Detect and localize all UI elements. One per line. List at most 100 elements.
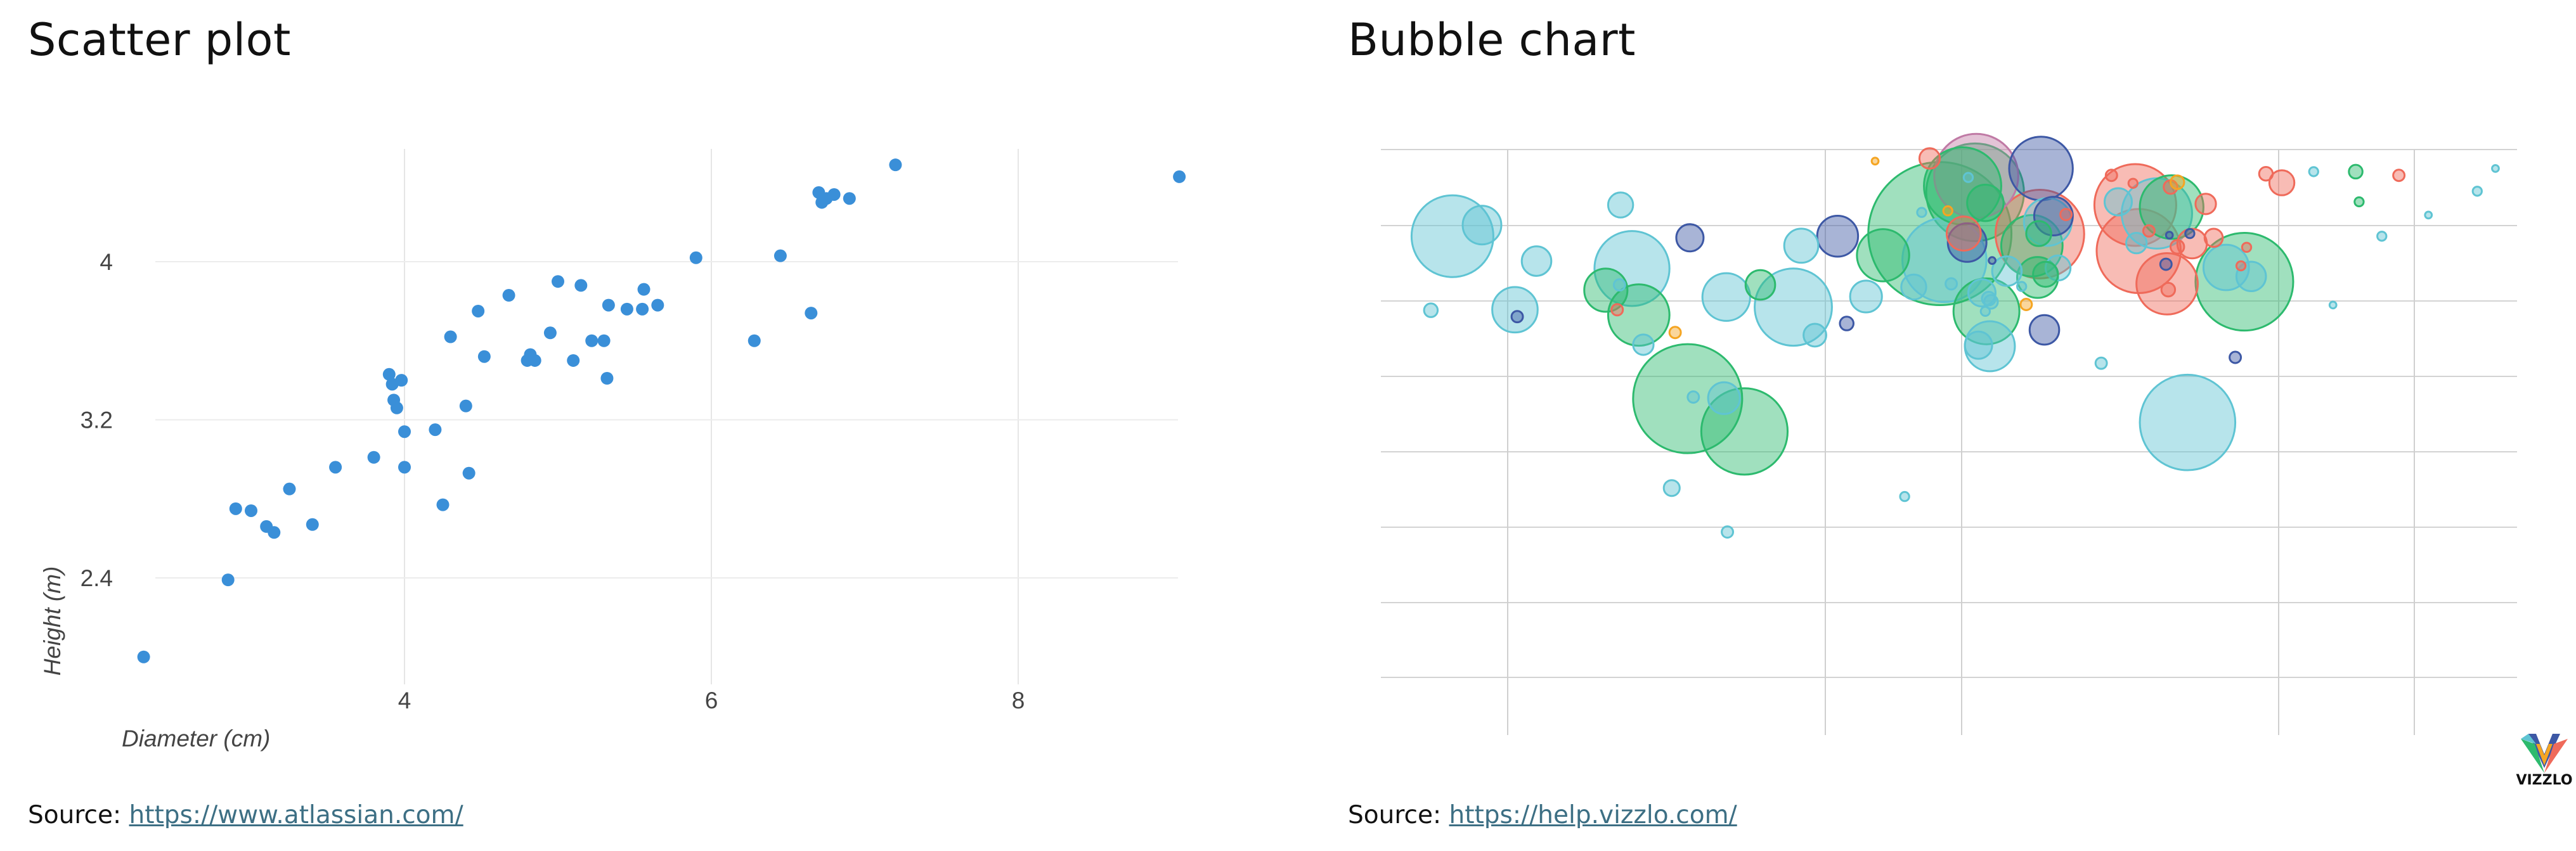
bubble-mark	[2229, 350, 2243, 364]
scatter-point	[689, 251, 702, 264]
scatter-point	[602, 298, 615, 312]
bubble-mark	[1966, 183, 2005, 222]
scatter-point	[528, 354, 541, 367]
bubble-mark	[2094, 356, 2108, 370]
scatter-x-tick-label: 6	[705, 688, 718, 713]
bubble-mark	[1612, 278, 1626, 292]
scatter-point	[748, 334, 761, 347]
bubble-mark	[1410, 194, 1494, 278]
bubble-mark	[1979, 305, 1991, 317]
bubble-mark	[2033, 196, 2074, 237]
vizzlo-source-link[interactable]: https://help.vizzlo.com/	[1449, 801, 1737, 829]
scatter-point	[329, 461, 342, 474]
bubble-mark	[2139, 373, 2237, 471]
scatter-point	[889, 158, 902, 172]
bubble-mark	[2348, 163, 2364, 180]
bubble-chart-title: Bubble chart	[1348, 14, 1636, 66]
scatter-point	[827, 188, 841, 201]
scatter-point	[390, 401, 403, 414]
bubble-mark	[1675, 223, 1705, 253]
bubble-mark	[2202, 243, 2250, 291]
bubble-mark	[2491, 164, 2500, 173]
scatter-point	[398, 425, 411, 438]
bubble-source: Source: https://help.vizzlo.com/	[1348, 801, 1737, 829]
vizzlo-logo: VIZZLO	[2516, 734, 2573, 787]
scatter-point	[843, 192, 856, 205]
bubble-mark	[1945, 215, 1982, 252]
bubble-mark	[2028, 314, 2061, 346]
scatter-x-tick-label: 4	[398, 688, 411, 713]
bubble-mark	[1632, 333, 1655, 356]
bubble-mark	[1721, 525, 1735, 539]
scatter-point	[552, 275, 564, 288]
bubble-mark	[2104, 187, 2133, 217]
scatter-point	[472, 304, 485, 317]
scatter-points	[137, 158, 1186, 663]
scatter-point	[543, 326, 557, 340]
scatter-x-axis-title: Diameter (cm)	[122, 726, 270, 752]
bubble-mark	[2019, 298, 2033, 311]
scatter-y-tick-label: 4	[100, 249, 113, 275]
scatter-point	[620, 302, 633, 316]
bubble-mark	[2142, 224, 2156, 238]
bubble-mark	[1839, 316, 1854, 331]
bubble-mark	[2008, 136, 2074, 202]
bubble-mark	[2184, 227, 2196, 240]
bubble-mark	[2032, 260, 2059, 288]
bubble-mark	[2308, 166, 2319, 177]
scatter-point	[367, 451, 380, 464]
bubble-mark	[2159, 257, 2173, 271]
scatter-point	[221, 573, 235, 587]
source-label: Source:	[1348, 801, 1442, 829]
bubble-mark	[1610, 303, 1624, 317]
bubble-mark	[2392, 169, 2406, 182]
bubble-mark	[1491, 286, 1539, 334]
bubble-mark	[1916, 207, 1927, 218]
bubble-mark	[2104, 169, 2118, 182]
bubble-mark	[1945, 277, 1958, 291]
scatter-point	[459, 399, 472, 413]
scatter-point	[574, 279, 588, 292]
bubble-mark	[1967, 278, 1997, 308]
scatter-tick-labels: 4 6 8 2.4 3.2 4	[81, 249, 1025, 713]
bubble-mark	[1981, 291, 1997, 307]
bubble-mark	[1701, 272, 1751, 322]
bubble-mark	[1816, 215, 1860, 258]
scatter-y-tick-label: 2.4	[81, 565, 113, 591]
scatter-point	[245, 504, 257, 517]
atlassian-source-link[interactable]: https://www.atlassian.com/	[129, 801, 463, 829]
bubble-mark	[1662, 479, 1681, 497]
scatter-point	[436, 498, 450, 511]
bubble-mark	[1870, 157, 1880, 166]
bubble-mark	[2194, 193, 2217, 215]
scatter-point	[444, 330, 457, 343]
bubble-mark	[1700, 387, 1789, 476]
bubble-mark	[1900, 273, 1927, 301]
scatter-point	[137, 650, 150, 663]
scatter-point	[585, 334, 599, 347]
scatter-point	[429, 423, 442, 437]
bubble-mark	[1942, 205, 1953, 217]
bubble-mark	[2471, 186, 2483, 197]
bubble-mark	[2424, 210, 2433, 220]
bubble-mark	[1849, 279, 1883, 314]
bubble-mark	[1607, 283, 1671, 347]
bubble-mark	[1461, 205, 1503, 246]
scatter-y-axis-title: Height (m)	[39, 566, 65, 676]
bubble-mark	[2268, 169, 2296, 196]
scatter-x-tick-label: 8	[1012, 688, 1025, 713]
bubble-mark	[1991, 255, 2023, 287]
bubble-mark	[2169, 239, 2185, 255]
bubble-mark	[2258, 165, 2274, 182]
scatter-point	[477, 350, 491, 363]
bubble-mark	[1952, 277, 2021, 345]
scatter-point	[268, 526, 281, 539]
vizzlo-logo-icon	[2521, 734, 2568, 773]
scatter-point	[283, 482, 296, 496]
bubble-mark	[2160, 281, 2177, 298]
bubble-mark	[2353, 196, 2365, 208]
bubble-chart	[1381, 132, 2517, 735]
bubble-mark	[2044, 254, 2072, 282]
bubble-mark	[1520, 245, 1553, 277]
bubble-mark	[1707, 381, 1741, 415]
